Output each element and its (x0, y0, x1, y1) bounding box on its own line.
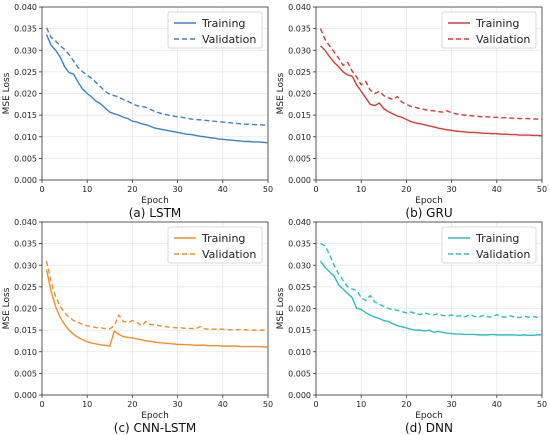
chart-panel-3: 0 10 20 30 40 50 0.000 0.005 0.010 0.015 0.020 0.02… (2, 218, 273, 435)
x-tick-label: 40 (492, 400, 502, 409)
y-tick-label: 0.015 (14, 111, 37, 120)
y-tick-label: 0.000 (288, 391, 311, 400)
x-tick-label: 40 (218, 185, 228, 194)
legend-label-validation: Validation (202, 33, 256, 46)
x-axis-label: Epoch (141, 411, 169, 421)
y-tick-label: 0.030 (14, 261, 37, 270)
y-tick-label: 0.005 (14, 369, 37, 378)
x-axis-label: Epoch (141, 196, 169, 206)
x-tick-label: 30 (447, 185, 457, 194)
y-tick-label: 0.030 (288, 46, 311, 55)
series-line-training (319, 260, 542, 337)
y-tick-label: 0.010 (14, 133, 37, 142)
y-tick-label: 0.025 (288, 68, 311, 77)
y-tick-label: 0.025 (14, 283, 37, 292)
legend-label-training: Training (475, 232, 519, 245)
x-tick-label: 10 (82, 185, 92, 194)
x-tick-label: 20 (127, 400, 137, 409)
y-tick-label: 0.020 (14, 90, 37, 99)
y-tick-label: 0.040 (288, 3, 311, 12)
legend: Training Validation (167, 226, 263, 264)
x-tick-label: 10 (356, 185, 366, 194)
series-line-validation (45, 260, 268, 331)
chart-panel-2: 0 10 20 30 40 50 0.000 0.005 0.010 0.015 0.020 0.02… (276, 3, 547, 220)
panel-caption: (a) LSTM (129, 206, 182, 220)
y-tick-label: 0.025 (14, 68, 37, 77)
x-tick-label: 40 (492, 185, 502, 194)
y-axis-label: MSE Loss (2, 287, 12, 329)
legend-label-training: Training (201, 232, 245, 245)
y-tick-label: 0.000 (288, 176, 311, 185)
y-tick-label: 0.015 (288, 326, 311, 335)
panel-caption: (d) DNN (405, 421, 453, 435)
y-tick-label: 0.035 (288, 25, 311, 34)
x-tick-label: 30 (173, 185, 183, 194)
x-tick-label: 30 (447, 400, 457, 409)
y-tick-label: 0.010 (288, 348, 311, 357)
legend-label-validation: Validation (476, 33, 530, 46)
y-tick-label: 0.005 (14, 154, 37, 163)
y-tick-label: 0.035 (14, 25, 37, 34)
y-tick-label: 0.005 (288, 369, 311, 378)
y-tick-label: 0.040 (288, 218, 311, 227)
y-tick-label: 0.035 (288, 240, 311, 249)
x-axis-label: Epoch (415, 411, 443, 421)
y-tick-label: 0.020 (288, 90, 311, 99)
y-tick-label: 0.025 (288, 283, 311, 292)
panel-caption: (b) GRU (405, 206, 452, 220)
y-axis-label: MSE Loss (276, 72, 286, 114)
y-tick-label: 0.020 (288, 305, 311, 314)
chart-panel-4: 0 10 20 30 40 50 0.000 0.005 0.010 0.015 0.020 0.02… (276, 218, 547, 435)
y-tick-label: 0.005 (288, 154, 311, 163)
series-line-validation (319, 28, 543, 121)
series-line-training (45, 34, 269, 144)
y-tick-label: 0.020 (14, 305, 37, 314)
series-line-validation (45, 27, 268, 126)
panel-caption: (c) CNN-LSTM (114, 421, 196, 435)
legend: Training Validation (167, 11, 263, 49)
x-tick-label: 50 (263, 185, 273, 194)
x-tick-label: 50 (537, 185, 547, 194)
series-line-training (45, 269, 268, 348)
x-axis-label: Epoch (415, 196, 443, 206)
y-axis-label: MSE Loss (276, 287, 286, 329)
x-tick-label: 20 (127, 185, 137, 194)
x-tick-label: 0 (39, 185, 44, 194)
y-tick-label: 0.030 (288, 261, 311, 270)
x-tick-label: 20 (401, 400, 411, 409)
chart-panel-1: 0 10 20 30 40 50 0.000 0.005 0.010 0.015 0.020 0.02… (2, 3, 273, 220)
y-tick-label: 0.015 (14, 326, 37, 335)
y-tick-label: 0.040 (14, 3, 37, 12)
x-tick-label: 0 (39, 400, 44, 409)
y-tick-label: 0.010 (288, 133, 311, 142)
y-axis-label: MSE Loss (2, 72, 12, 114)
legend-label-validation: Validation (476, 248, 530, 261)
y-tick-label: 0.040 (14, 218, 37, 227)
y-tick-label: 0.010 (14, 348, 37, 357)
x-tick-label: 20 (401, 185, 411, 194)
legend: Training Validation (441, 11, 537, 49)
y-tick-label: 0.000 (14, 176, 37, 185)
x-tick-label: 30 (173, 400, 183, 409)
legend-label-training: Training (201, 17, 245, 30)
series-line-validation (320, 242, 543, 319)
x-tick-label: 40 (218, 400, 228, 409)
y-tick-label: 0.000 (14, 391, 37, 400)
x-tick-label: 50 (537, 400, 547, 409)
y-tick-label: 0.030 (14, 46, 37, 55)
x-tick-label: 0 (313, 400, 318, 409)
series-line-training (320, 45, 543, 137)
legend-label-training: Training (475, 17, 519, 30)
y-tick-label: 0.035 (14, 240, 37, 249)
x-tick-label: 10 (356, 400, 366, 409)
x-tick-label: 50 (263, 400, 273, 409)
x-tick-label: 0 (313, 185, 318, 194)
legend: Training Validation (441, 226, 537, 264)
x-tick-label: 10 (82, 400, 92, 409)
legend-label-validation: Validation (202, 248, 256, 261)
y-tick-label: 0.015 (288, 111, 311, 120)
